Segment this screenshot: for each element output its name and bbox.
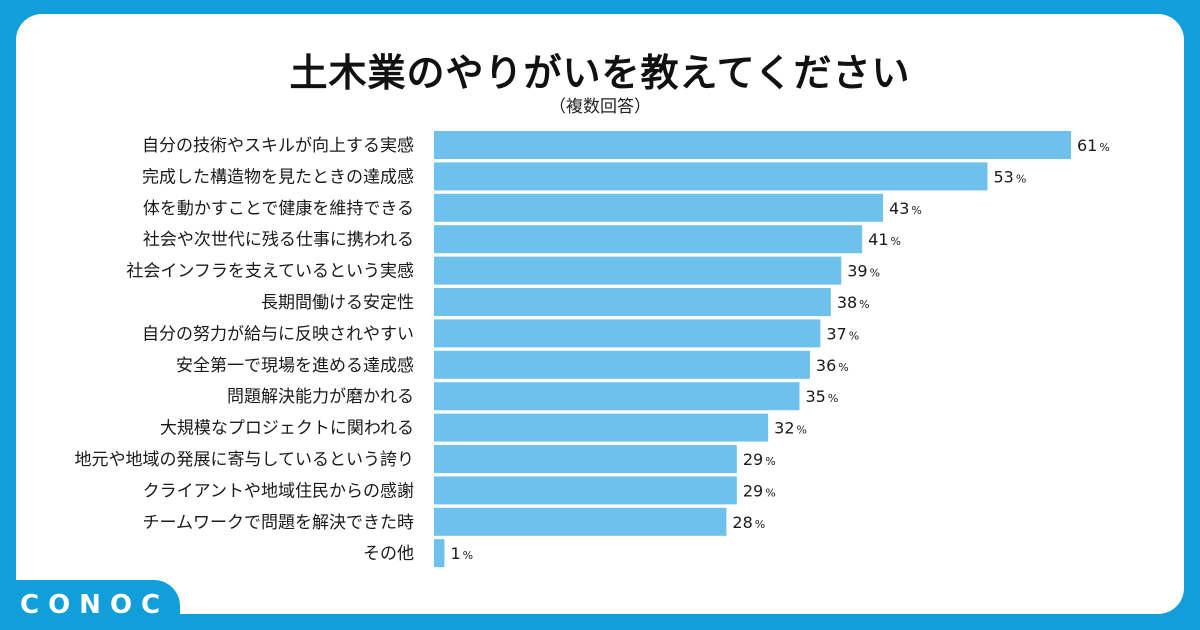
category-label: 地元や地域の発展に寄与しているという誇り — [75, 450, 415, 470]
value-label: 29% — [743, 450, 776, 469]
category-label: 社会や次世代に残る仕事に携われる — [143, 230, 414, 250]
value-label: 43% — [889, 199, 922, 218]
value-label: 38% — [837, 293, 870, 312]
bar — [434, 350, 810, 379]
category-label: 体を動かすことで健康を維持できる — [143, 199, 414, 219]
bar — [434, 193, 884, 222]
bar — [434, 256, 842, 285]
value-label: 28% — [732, 513, 765, 532]
chart-subtitle: （複数回答） — [549, 97, 651, 117]
brand-logo: CONOC — [20, 590, 170, 620]
category-label: チームワークで問題を解決できた時 — [143, 513, 415, 533]
bar — [434, 131, 1071, 159]
bar — [434, 288, 831, 316]
value-label: 53% — [993, 167, 1026, 186]
value-label: 35% — [805, 387, 838, 406]
value-label: 1% — [450, 544, 473, 563]
bar — [434, 162, 988, 191]
bar — [434, 319, 821, 348]
category-label: 社会インフラを支えているという実感 — [126, 262, 414, 282]
category-label: クライアントや地域住民からの感謝 — [143, 481, 414, 501]
chart-title: 土木業のやりがいを教えてください — [289, 51, 911, 95]
value-label: 37% — [826, 324, 859, 343]
bar — [434, 507, 727, 536]
category-label: 大規模なプロジェクトに関われる — [160, 419, 414, 439]
bar — [434, 476, 737, 505]
value-label: 41% — [868, 230, 901, 249]
bar — [434, 413, 769, 442]
bar — [434, 445, 737, 473]
category-label: 自分の技術やスキルが向上する実感 — [142, 136, 414, 156]
logo-tab — [0, 580, 180, 630]
category-label: 自分の努力が給与に反映されやすい — [142, 324, 414, 344]
category-label: 完成した構造物を見たときの達成感 — [142, 167, 414, 187]
value-label: 29% — [743, 481, 776, 500]
bar — [434, 225, 863, 254]
value-label: 39% — [847, 262, 880, 281]
category-label: 問題解決能力が磨かれる — [227, 387, 414, 407]
bar — [434, 382, 800, 411]
category-label: その他 — [363, 544, 414, 564]
value-label: 36% — [816, 356, 849, 375]
bar — [434, 539, 445, 568]
value-label: 32% — [774, 419, 807, 438]
category-label: 安全第一で現場を進める達成感 — [176, 356, 414, 376]
category-label: 長期間働ける安定性 — [261, 293, 414, 313]
value-label: 61% — [1077, 136, 1110, 155]
